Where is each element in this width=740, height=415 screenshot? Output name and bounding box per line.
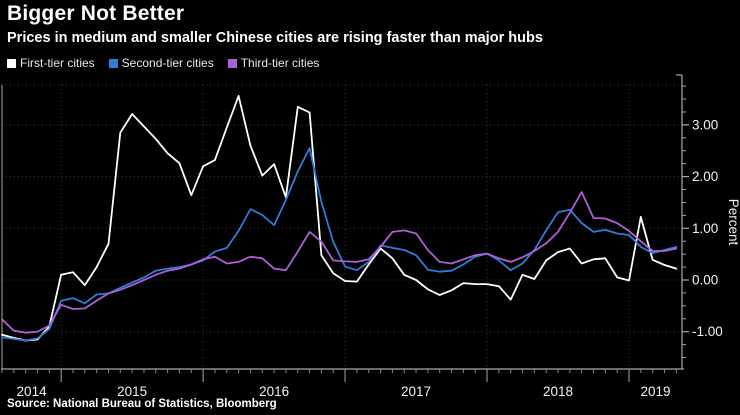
x-tick-label: 2015 <box>117 384 147 399</box>
y-axis-title: Percent <box>726 199 740 246</box>
chart-subtitle: Prices in medium and smaller Chinese cit… <box>7 30 543 46</box>
legend: First-tier cities Second-tier cities Third… <box>7 56 319 70</box>
x-tick-label: 2014 <box>17 384 48 399</box>
legend-label-second-tier-cities: Second-tier cities <box>121 56 214 70</box>
y-tick-label: 0.00 <box>692 273 718 288</box>
legend-label-first-tier-cities: First-tier cities <box>20 56 95 70</box>
legend-item-third-tier-cities: Third-tier cities <box>227 56 320 70</box>
series-line-first-tier-cities <box>1 95 678 342</box>
x-tick-label: 2019 <box>640 384 670 399</box>
series-line-second-tier-cities <box>1 147 678 342</box>
legend-label-third-tier-cities: Third-tier cities <box>240 56 320 70</box>
y-tick-label: 2.00 <box>692 169 718 184</box>
legend-item-second-tier-cities: Second-tier cities <box>108 56 214 70</box>
x-tick-label: 2017 <box>401 384 431 399</box>
x-tick-label: 2016 <box>259 384 289 399</box>
source-note: Source: National Bureau of Statistics, B… <box>7 398 277 410</box>
y-tick-label: 1.00 <box>692 221 718 236</box>
series-line-third-tier-cities <box>1 191 678 334</box>
legend-swatch-second-tier-cities <box>108 58 118 68</box>
legend-item-first-tier-cities: First-tier cities <box>7 56 95 70</box>
x-tick-label: 2018 <box>543 384 573 399</box>
legend-swatch-first-tier-cities <box>7 58 16 68</box>
y-tick-label: 3.00 <box>692 117 718 132</box>
chart-title: Bigger Not Better <box>7 2 185 25</box>
legend-swatch-third-tier-cities <box>227 58 237 68</box>
y-tick-label: -1.00 <box>692 324 723 339</box>
